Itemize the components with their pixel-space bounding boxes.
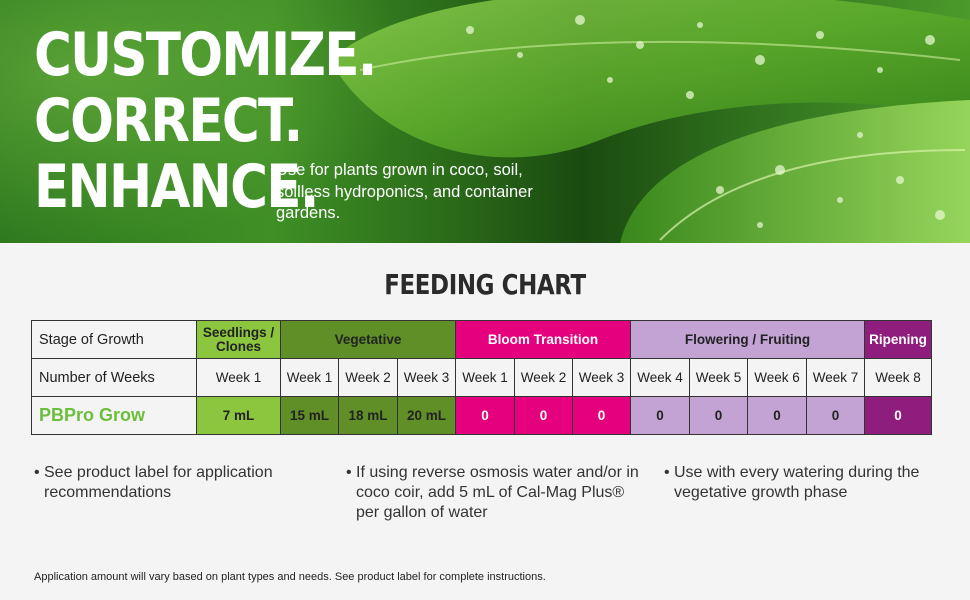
hero-glow [0,0,420,243]
week-cell: Week 5 [689,358,748,397]
amount-cell: 0 [747,396,807,435]
week-cell: Week 3 [397,358,456,397]
amount-cell: 20 mL [397,396,456,435]
amount-cell: 0 [689,396,748,435]
week-cell: Week 8 [864,358,932,397]
stage-seedlings: Seedlings / Clones [196,320,281,359]
amount-cell: 0 [806,396,865,435]
bullet-text: If using reverse osmosis water and/or in… [356,464,639,521]
headline-line-3: ENHANCE. [34,152,319,222]
week-cell: Week 1 [455,358,515,397]
week-cell: Week 2 [514,358,573,397]
headline-line-1: CUSTOMIZE. [34,20,377,90]
headline: CUSTOMIZE. CORRECT. ENHANCE. [34,20,377,222]
bullet-dot: • [664,464,670,481]
amount-cell: 18 mL [338,396,398,435]
hero-banner: CUSTOMIZE. CORRECT. ENHANCE. Use for pla… [0,0,970,243]
feeding-chart-table: Stage of Growth Seedlings / Clones Veget… [31,320,932,435]
weeks-row: Number of Weeks Week 1 Week 1 Week 2 Wee… [31,358,932,397]
footnote: Application amount will vary based on pl… [34,571,546,583]
week-cell: Week 4 [630,358,690,397]
stage-flowering: Flowering / Fruiting [630,320,865,359]
stage-row: Stage of Growth Seedlings / Clones Veget… [31,320,932,359]
amount-cell: 0 [514,396,573,435]
amount-cell: 0 [864,396,932,435]
week-cell: Week 6 [747,358,807,397]
amount-cell: 0 [572,396,631,435]
week-cell: Week 1 [196,358,281,397]
amount-cell: 7 mL [196,396,281,435]
amount-cell: 15 mL [280,396,339,435]
weeks-row-label: Number of Weeks [31,358,197,397]
week-cell: Week 3 [572,358,631,397]
bullet-text: See product label for application recomm… [44,464,273,501]
stage-ripening: Ripening [864,320,932,359]
week-cell: Week 7 [806,358,865,397]
product-row: PBPro Grow 7 mL 15 mL 18 mL 20 mL 0 0 0 … [31,396,932,435]
week-cell: Week 2 [338,358,398,397]
product-name: PBPro Grow [31,396,197,435]
bullet-dot: • [346,464,352,481]
leaf-photo [330,0,970,243]
headline-line-2: CORRECT. [34,86,303,156]
bullet-dot: • [34,464,40,481]
amount-cell: 0 [630,396,690,435]
stage-bloom-transition: Bloom Transition [455,320,631,359]
chart-title: FEEDING CHART [384,268,586,301]
amount-cell: 0 [455,396,515,435]
hero-subtext: Use for plants grown in coco, soil, soil… [276,161,533,222]
week-cell: Week 1 [280,358,339,397]
bullet-text: Use with every watering during the veget… [674,464,920,501]
stage-row-label: Stage of Growth [31,320,197,359]
stage-vegetative: Vegetative [280,320,456,359]
